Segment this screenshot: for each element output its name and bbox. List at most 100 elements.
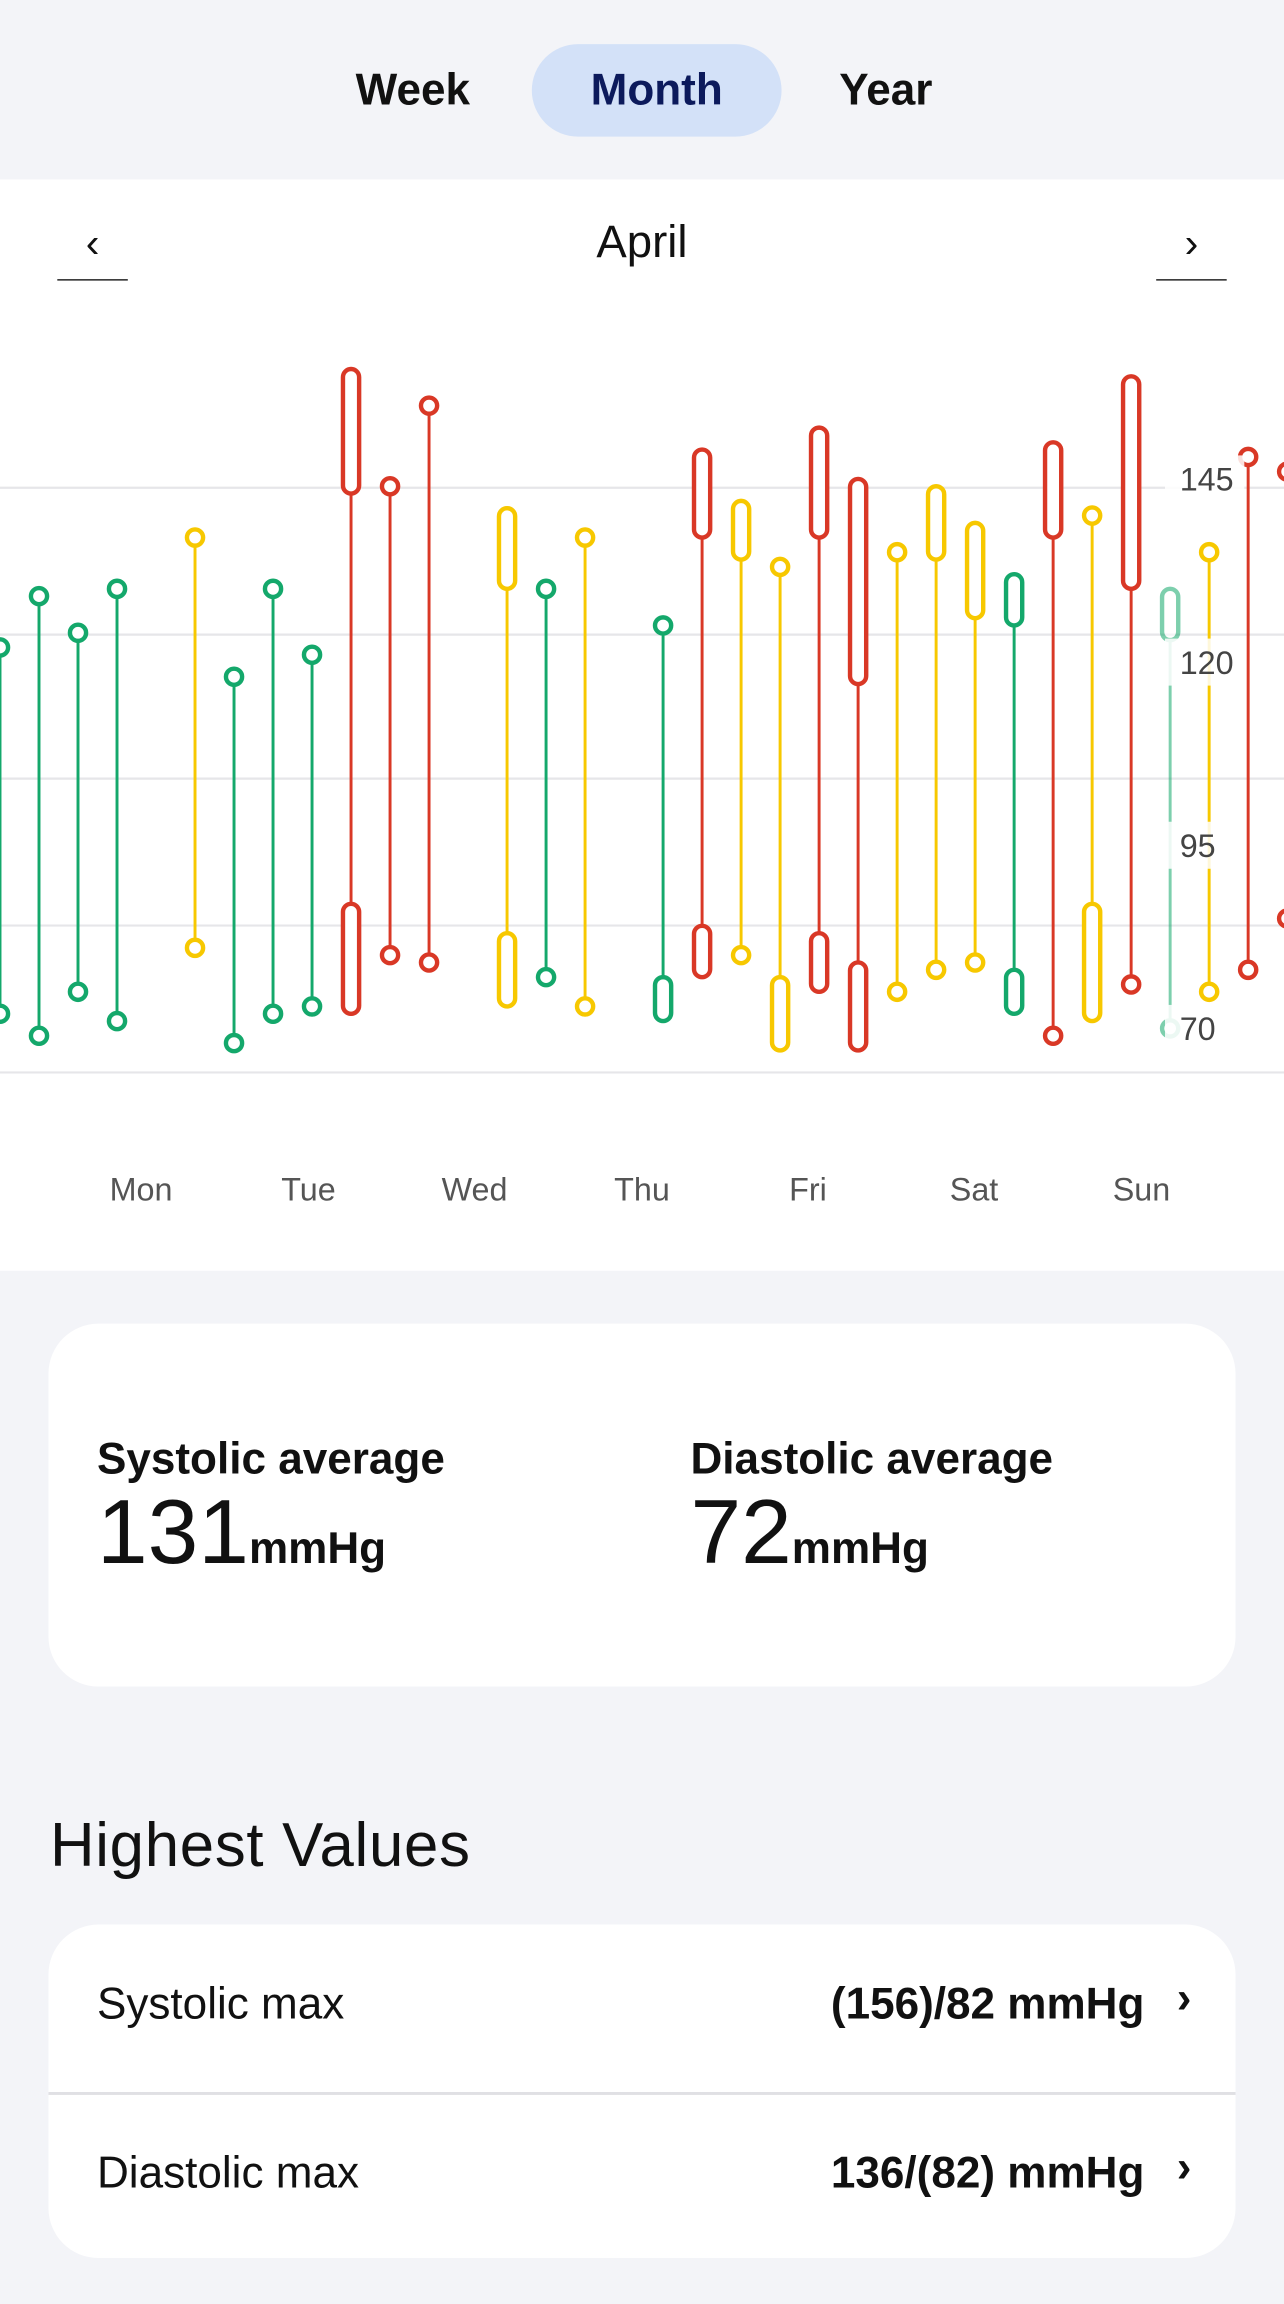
diastolic-marker — [379, 944, 401, 966]
systolic-marker — [1198, 541, 1220, 563]
diastolic-marker — [730, 944, 752, 966]
systolic-max-row[interactable]: Systolic max (156)/82 mmHg › — [48, 1925, 1236, 2095]
reading-bar — [925, 484, 947, 981]
systolic-marker — [925, 484, 947, 562]
reading-bar — [886, 541, 908, 1003]
x-tick-label: Wed — [441, 1170, 508, 1208]
reading-bar — [808, 425, 830, 995]
period-selector: Week Month Year — [0, 0, 1284, 181]
systolic-average-value: 131 — [96, 1482, 249, 1584]
diastolic-marker — [1198, 981, 1220, 1003]
previous-month-button[interactable]: ‹ — [57, 212, 128, 281]
systolic-marker — [769, 556, 791, 578]
diastolic-marker — [340, 901, 362, 1016]
reading-bar — [1198, 541, 1220, 1003]
systolic-marker — [535, 578, 557, 600]
systolic-marker — [184, 527, 206, 548]
reading-bar — [1003, 571, 1025, 1016]
reading-bar — [301, 644, 323, 1017]
reading-bar — [184, 527, 206, 959]
systolic-marker — [223, 666, 245, 688]
unit-label: mmHg — [791, 1524, 929, 1574]
unit-label: mmHg — [248, 1524, 387, 1574]
reading-bar — [379, 475, 401, 966]
diastolic-marker — [496, 930, 518, 1009]
systolic-marker — [652, 615, 674, 636]
diastolic-marker — [769, 974, 791, 1053]
reading-bar — [223, 666, 245, 1054]
systolic-marker — [340, 366, 362, 496]
reading-bar — [691, 447, 713, 980]
diastolic-marker — [1042, 1025, 1064, 1047]
reading-bar — [67, 622, 89, 1003]
highest-values-list: Systolic max (156)/82 mmHg › Diastolic m… — [48, 1924, 1236, 2260]
reading-bar — [769, 556, 791, 1053]
tab-week[interactable]: Week — [355, 66, 470, 115]
systolic-marker — [496, 506, 518, 592]
systolic-average: Systolic average 131mmHg — [97, 1435, 445, 1595]
x-tick-label: Tue — [281, 1170, 336, 1208]
systolic-marker — [1042, 440, 1064, 540]
diastolic-marker — [106, 1010, 128, 1032]
x-tick-label: Mon — [109, 1170, 173, 1208]
reading-bar — [847, 476, 869, 1053]
x-tick-label: Thu — [614, 1170, 670, 1208]
x-tick-label: Sat — [949, 1170, 999, 1208]
row-label: Diastolic max — [96, 2149, 360, 2198]
reading-bar — [1081, 505, 1103, 1024]
systolic-marker — [1003, 571, 1025, 628]
diastolic-marker — [964, 952, 986, 973]
diastolic-marker — [0, 1003, 11, 1025]
reading-bar — [1042, 440, 1064, 1047]
systolic-marker — [1159, 586, 1181, 643]
systolic-marker — [262, 578, 284, 600]
diastolic-marker — [28, 1025, 50, 1047]
tab-month[interactable]: Month — [531, 44, 782, 137]
systolic-marker — [106, 578, 128, 600]
chevron-right-icon: › — [1176, 2143, 1192, 2192]
diastolic-marker — [574, 996, 596, 1017]
row-value: (156)/82 mmHg — [830, 1980, 1145, 2029]
reading-bar — [1237, 446, 1259, 981]
diastolic-marker — [1276, 908, 1284, 929]
divider — [48, 2092, 1236, 2095]
reading-bar — [1276, 461, 1284, 929]
diastolic-marker — [1003, 967, 1025, 1016]
systolic-marker — [574, 527, 596, 548]
reading-bar — [262, 578, 284, 1025]
systolic-marker — [418, 395, 440, 416]
systolic-marker — [28, 585, 50, 607]
systolic-marker — [1120, 374, 1142, 592]
diastolic-marker — [535, 966, 557, 988]
diastolic-marker — [418, 952, 440, 973]
next-month-button[interactable]: › — [1156, 212, 1227, 281]
row-label: Systolic max — [96, 1980, 345, 2029]
diastolic-marker — [691, 923, 713, 980]
reading-bar — [1120, 374, 1142, 995]
diastolic-average: Diastolic average 72mmHg — [690, 1435, 1053, 1595]
systolic-average-label: Systolic average — [96, 1435, 445, 1484]
systolic-marker — [67, 622, 89, 644]
reading-bar — [535, 578, 557, 988]
diastolic-average-value: 72 — [690, 1482, 792, 1584]
diastolic-max-row[interactable]: Diastolic max 136/(82) mmHg › — [48, 2093, 1235, 2260]
y-tick-label: 145 — [1180, 462, 1234, 498]
y-tick-bg — [1165, 455, 1245, 503]
y-tick-bg — [1165, 638, 1245, 686]
diastolic-marker — [886, 981, 908, 1003]
reading-bar — [964, 520, 986, 973]
reading-bar — [496, 506, 518, 1009]
diastolic-marker — [808, 930, 830, 995]
blood-pressure-chart: 145 120 95 70 — [0, 366, 1284, 1074]
tab-year[interactable]: Year — [839, 66, 933, 115]
systolic-marker — [964, 520, 986, 621]
diastolic-marker — [223, 1032, 245, 1054]
chart-panel: ‹ April › 145 120 95 70 Mon Tue Wed Thu Fri… — [0, 179, 1284, 1271]
diastolic-average-label: Diastolic average — [690, 1435, 1054, 1484]
reading-bar — [730, 498, 752, 966]
systolic-marker — [847, 476, 869, 687]
diastolic-marker — [847, 960, 869, 1053]
reading-bar — [106, 578, 128, 1032]
diastolic-marker — [184, 937, 206, 959]
